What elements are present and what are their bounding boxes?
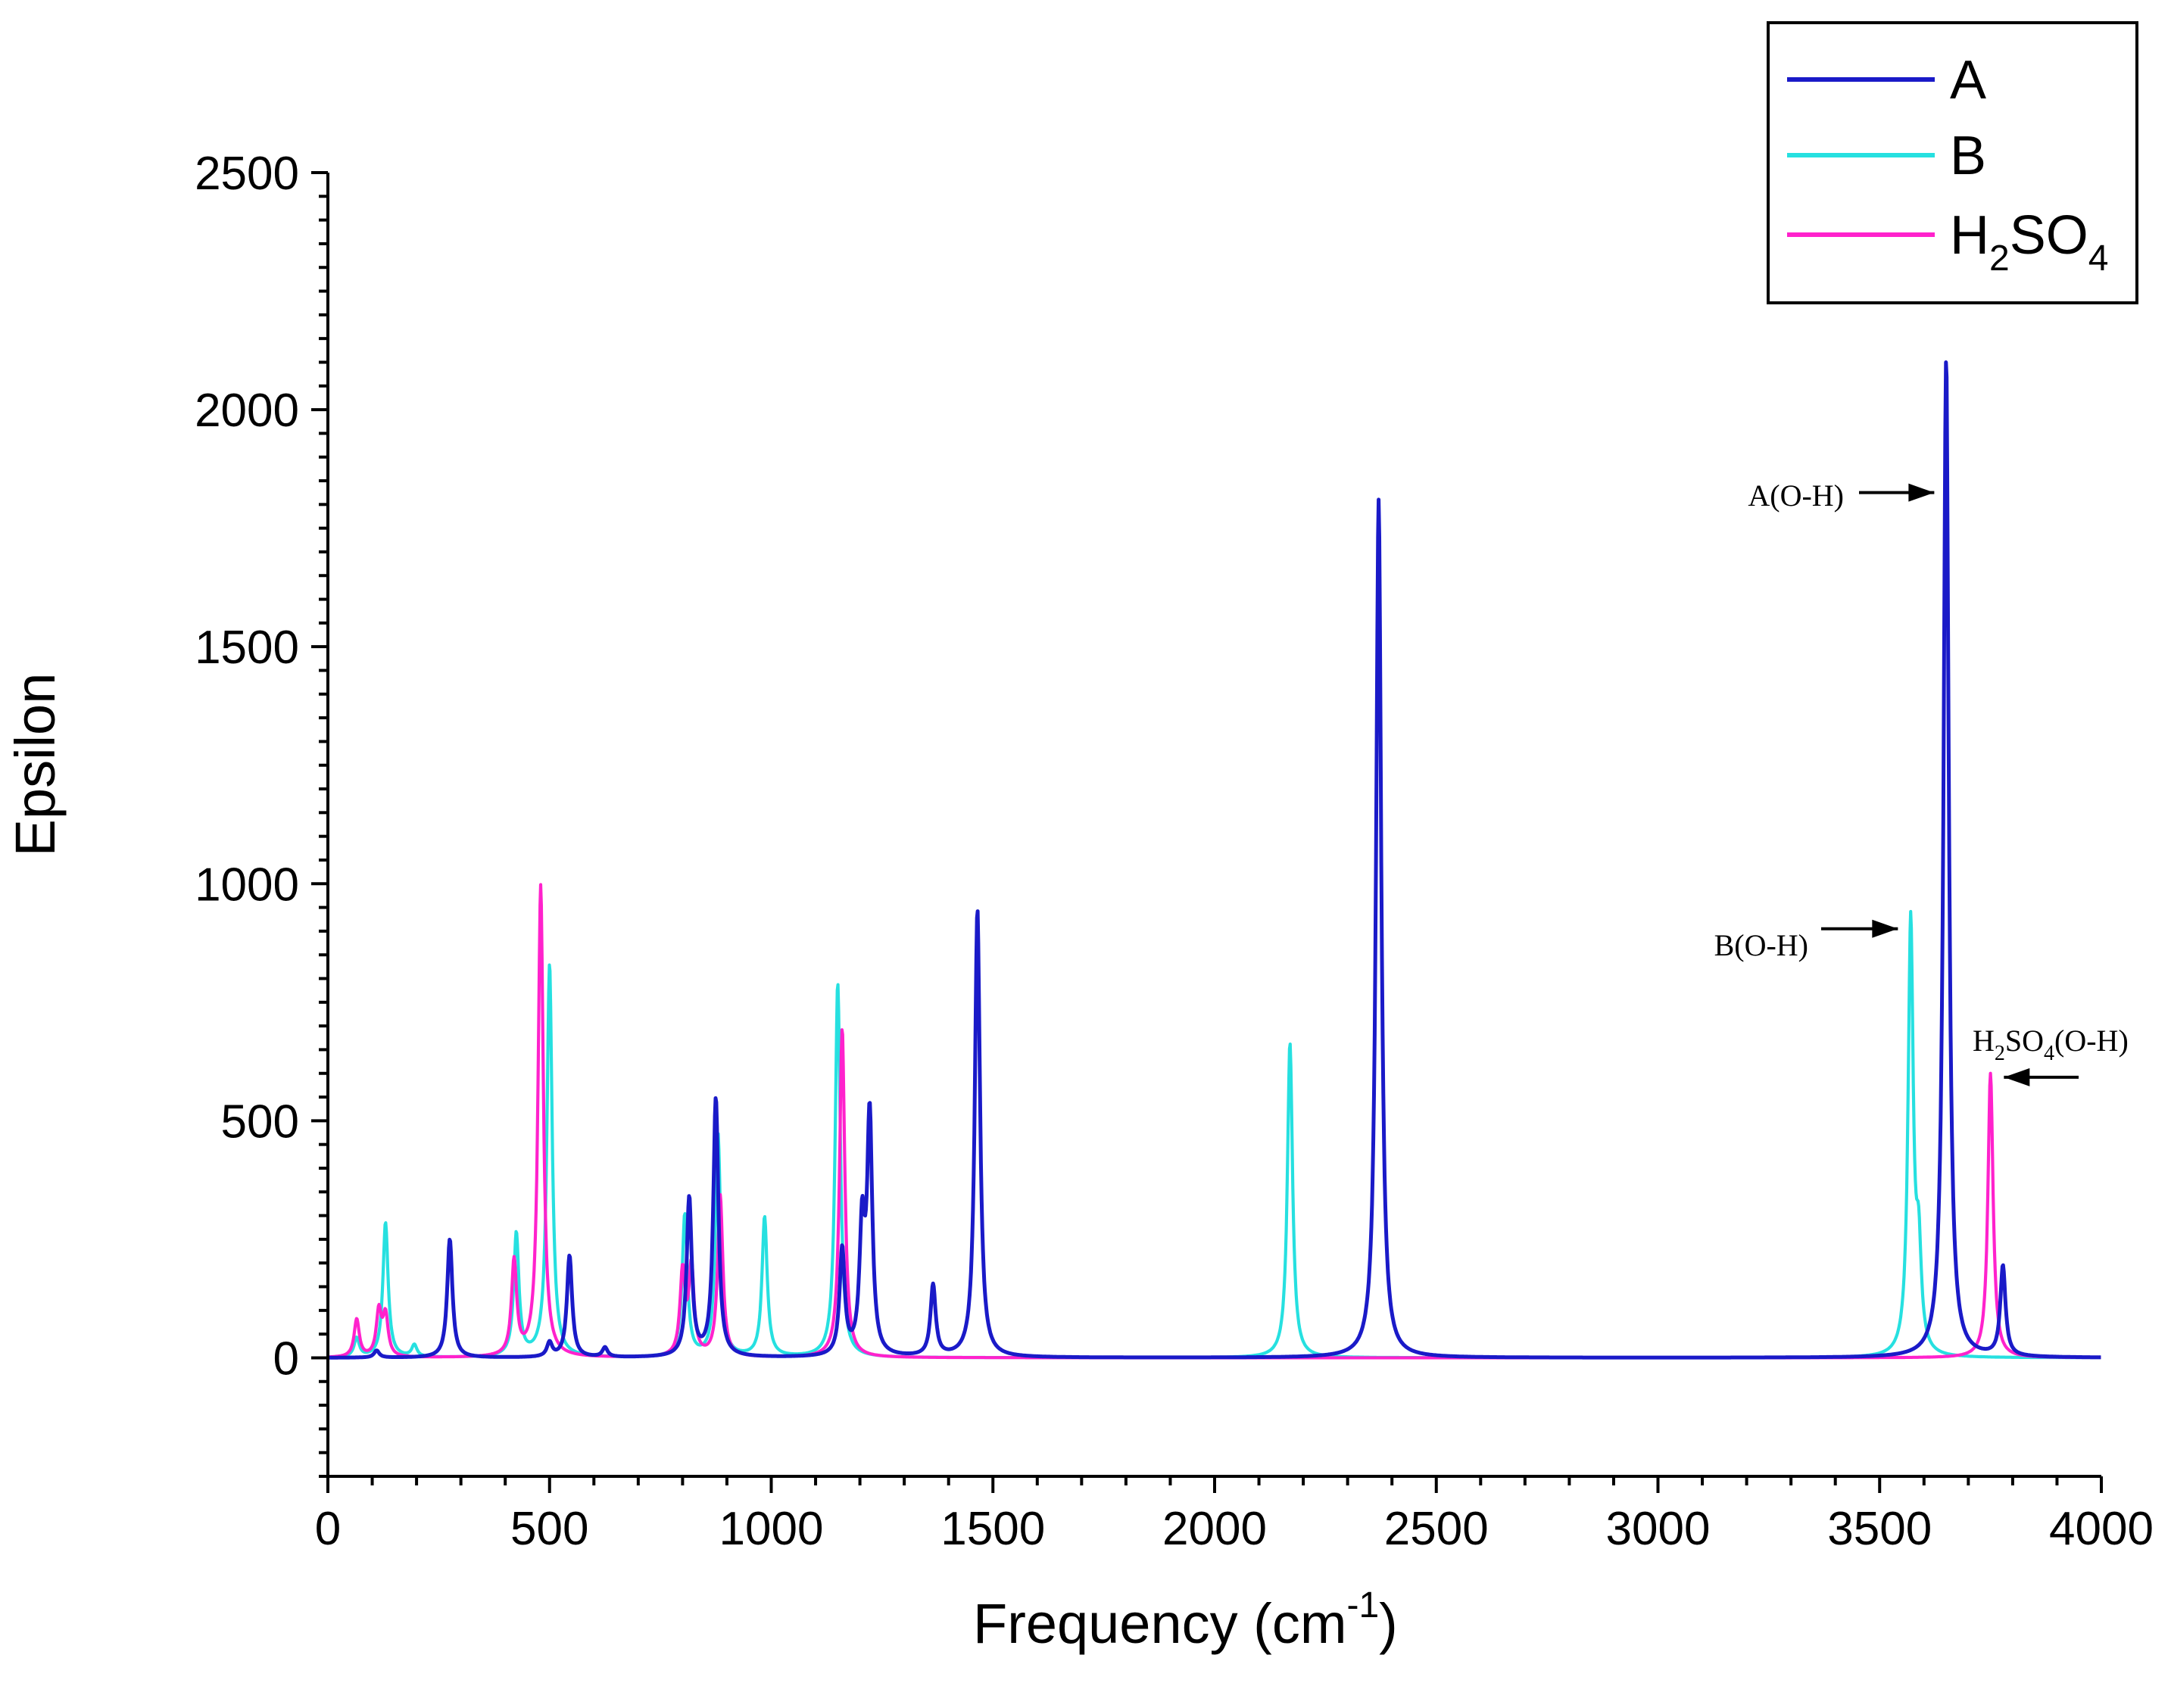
- x-tick-label: 0: [315, 1503, 341, 1555]
- arrow-h2so4-oh-head: [2004, 1068, 2030, 1086]
- series-line-a: [326, 360, 2102, 1360]
- x-axis-title: Frequency (cm-1): [973, 1585, 1398, 1655]
- annotation-a-oh: A(O-H): [1748, 478, 1844, 513]
- annotation-b-oh: B(O-H): [1714, 928, 1808, 962]
- legend: A B H2SO4: [1767, 21, 2138, 304]
- axes-layer: 0 500 1000 1500 2000 2500 3000 3500 4000 0 500 1000…: [195, 148, 2154, 1555]
- annotation-h2so4-oh: H2SO4(O-H): [1973, 1024, 2129, 1065]
- y-tick-label: 2000: [195, 385, 299, 437]
- x-tick-label: 1500: [940, 1503, 1045, 1555]
- y-tick-label: 2500: [195, 148, 299, 200]
- x-tick-label: 2000: [1162, 1503, 1267, 1555]
- x-tick-label: 4000: [2049, 1503, 2154, 1555]
- x-tick-label: 3000: [1606, 1503, 1711, 1555]
- y-tick-label: 0: [273, 1332, 299, 1385]
- annotation-layer: [1821, 483, 2079, 1086]
- x-tick-label: 500: [510, 1503, 588, 1555]
- arrow-b-oh-head: [1872, 919, 1898, 938]
- arrow-a-oh-head: [1908, 483, 1935, 502]
- legend-label-a: A: [1950, 50, 1986, 111]
- y-tick-label: 1000: [195, 859, 299, 911]
- x-tick-label: 2500: [1384, 1503, 1489, 1555]
- y-axis-title: Epsilon: [4, 673, 67, 857]
- legend-label-h2so4: H2SO4: [1950, 205, 2108, 279]
- y-tick-label: 1500: [195, 622, 299, 674]
- series-layer: [326, 360, 2102, 1360]
- series-line-b: [326, 909, 2102, 1360]
- y-tick-label: 500: [221, 1096, 299, 1148]
- legend-box: [1767, 21, 2138, 304]
- x-tick-label: 1000: [719, 1503, 824, 1555]
- legend-label-b: B: [1950, 126, 1986, 186]
- x-tick-label: 3500: [1827, 1503, 1932, 1555]
- series-line-h2so4: [326, 883, 2102, 1360]
